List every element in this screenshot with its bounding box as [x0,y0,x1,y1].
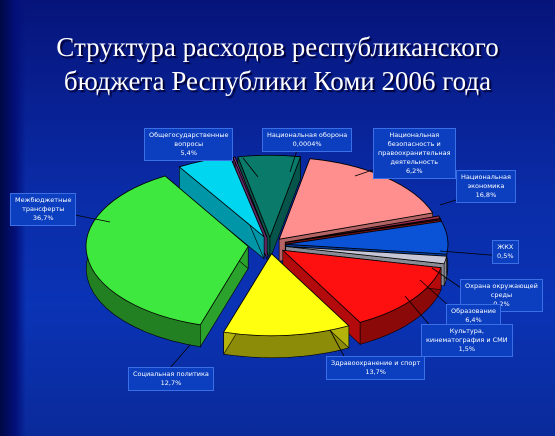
label-bezopasnost-line1: Национальная [389,131,440,139]
leader-line-8 [329,329,346,359]
label-oborona-line1: Национальная оборона [267,131,348,139]
label-zhkh: ЖКХ 0,5% [492,240,519,264]
label-obshchegos-line2: вопросы [174,140,204,148]
slide-title: Структура расходов республиканского бюдж… [30,30,525,98]
label-zdravookhranenie: Здравоохранение и спорт 13,7% [326,356,426,380]
leader-line-6 [419,279,450,307]
slice-5-top [285,218,442,243]
label-ekonomika-line2: экономика [467,182,505,190]
slice-9-top [223,253,350,337]
label-zhkh-line1: ЖКХ [497,243,514,251]
label-sotsialnaya: Социальная политика 12,7% [128,367,214,391]
label-bezopasnost-line3: правоохранительная [378,149,451,157]
label-obshchegos-value: 5,4% [180,149,197,157]
label-ekonomika: Национальная экономика 16,8% [456,170,516,203]
label-zdravookhranenie-line1: Здравоохранение и спорт [331,359,421,367]
label-bezopasnost-line2: безопасность и [387,140,441,148]
label-obrazovanie-value: 6,4% [465,316,482,324]
label-mezhbyudzhet-line2: трансферты [22,205,65,213]
label-sotsialnaya-line1: Социальная политика [133,370,209,378]
label-bezopasnost-value: 6,2% [405,167,423,175]
label-zdravookhranenie-value: 13,7% [365,368,386,376]
title-line-2: бюджета Республики Коми 2006 года [63,66,492,96]
label-obrazovanie-line1: Образование [451,307,496,315]
label-kultura: Культура, кинематография и СМИ 1,5% [421,324,513,357]
slice-6-top [285,220,449,255]
slice-10-top [85,175,249,326]
label-bezopasnost: Национальная безопасность и правоохранит… [373,128,456,179]
slice-2-top [237,154,302,239]
label-oborona-value: 0,0004% [292,140,322,148]
label-obshchegos: Общегосударственные вопросы 5,4% [144,128,234,161]
label-okhrana-line1: Охрана окружающей [465,282,538,290]
leader-line-9 [169,344,191,369]
label-mezhbyudzhet-value: 36,7% [32,214,54,222]
title-line-1: Структура расходов республиканского [56,32,499,62]
label-sotsialnaya-value: 12,7% [160,379,182,387]
leader-line-5 [431,267,465,291]
leader-line-0 [242,157,259,178]
label-oborona: Национальная оборона 0,0004% [262,128,353,152]
label-zhkh-value: 0,5% [497,252,514,260]
label-okhrana-value: 0,2% [493,300,510,308]
leader-line-7 [404,295,433,329]
label-okhrana-line2: среды [490,291,513,299]
label-obshchegos-line1: Общегосударственные [149,131,229,139]
leader-line-1 [289,149,298,173]
label-kultura-value: 1,5% [458,345,476,353]
label-kultura-line1: Культура, [449,327,484,335]
label-ekonomika-line1: Национальная [461,173,511,181]
slice-7-top [285,246,448,265]
label-ekonomika-value: 16,8% [475,191,497,199]
label-bezopasnost-line4: деятельность [390,158,439,166]
label-mezhbyudzhet: Межбюджетные трансферты 36,7% [10,193,77,226]
label-kultura-line2: кинематография и СМИ [426,336,508,344]
label-mezhbyudzhet-line1: Межбюджетные [15,196,72,204]
